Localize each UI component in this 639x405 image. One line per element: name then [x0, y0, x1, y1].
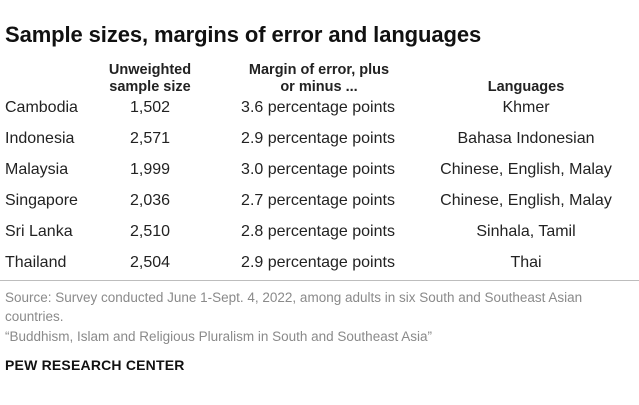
languages-cell: Sinhala, Tamil: [476, 223, 576, 240]
sample-size-cell: 2,571: [129, 130, 171, 147]
sample-size-cell: 2,036: [129, 192, 171, 209]
table-row: Thailand 2,504 2.9 percentage points Thai: [0, 253, 639, 284]
sample-size-cell: 2,510: [129, 223, 171, 240]
margin-of-error-cell: 2.9 percentage points: [241, 254, 395, 271]
header-sample-size: Unweighted sample size: [98, 62, 202, 96]
page-title: Sample sizes, margins of error and langu…: [5, 22, 482, 47]
country-cell: Indonesia: [5, 130, 75, 147]
languages-cell: Thai: [510, 254, 542, 271]
country-cell: Singapore: [5, 192, 78, 209]
table-row: Indonesia 2,571 2.9 percentage points Bahas…: [0, 129, 639, 160]
country-cell: Sri Lanka: [5, 223, 73, 240]
sample-size-cell: 1,999: [129, 161, 171, 178]
country-cell: Cambodia: [5, 99, 78, 116]
report-title: “Buddhism, Islam and Religious Pluralism…: [5, 329, 432, 344]
table-row: Cambodia 1,502 3.6 percentage points Khmer: [0, 98, 639, 129]
margin-of-error-cell: 3.6 percentage points: [241, 99, 395, 116]
header-margin-of-error: Margin of error, plus or minus ...: [245, 62, 393, 96]
header-margin-of-error-label: Margin of error, plus or minus ...: [248, 62, 390, 95]
sample-size-cell: 2,504: [129, 254, 171, 271]
country-cell: Malaysia: [5, 161, 69, 178]
languages-cell: Bahasa Indonesian: [457, 130, 595, 147]
source-note: Source: Survey conducted June 1-Sept. 4,…: [5, 290, 583, 324]
table-row: Malaysia 1,999 3.0 percentage points Chines…: [0, 160, 639, 191]
margin-of-error-cell: 2.8 percentage points: [241, 223, 395, 240]
header-languages: Languages: [487, 79, 565, 95]
header-sample-size-label: Unweighted sample size: [108, 62, 192, 95]
sample-size-cell: 1,502: [129, 99, 171, 116]
divider: [0, 280, 639, 281]
languages-cell: Khmer: [502, 99, 550, 116]
languages-cell: Chinese, English, Malay: [440, 161, 612, 178]
margin-of-error-cell: 3.0 percentage points: [241, 161, 395, 178]
table-row: Singapore 2,036 2.7 percentage points Chine…: [0, 191, 639, 222]
margin-of-error-cell: 2.7 percentage points: [241, 192, 395, 209]
languages-cell: Chinese, English, Malay: [440, 192, 612, 209]
margin-of-error-cell: 2.9 percentage points: [241, 130, 395, 147]
table-row: Sri Lanka 2,510 2.8 percentage points Sinha…: [0, 222, 639, 253]
country-cell: Thailand: [5, 254, 67, 271]
brand-logo-text: PEW RESEARCH CENTER: [5, 357, 185, 373]
